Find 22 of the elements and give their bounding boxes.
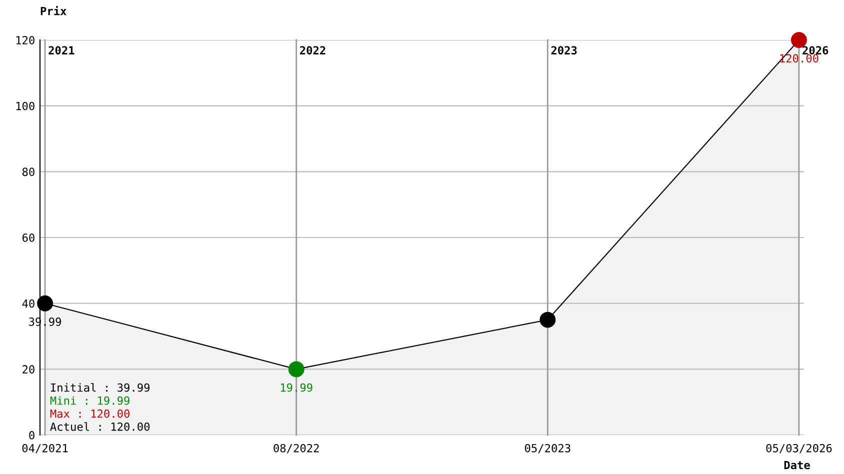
x-axis-title: Date — [784, 460, 810, 470]
annotation: Initial : 39.99 — [51, 383, 150, 392]
ref-line-label: 2023 — [551, 46, 577, 55]
x-tick-label: 05/2023 — [524, 444, 570, 454]
y-tick-label: 20 — [22, 365, 34, 374]
y-tick-label: 0 — [29, 431, 34, 440]
data-label: 19.99 — [280, 383, 312, 392]
ref-line-label: 2026 — [802, 46, 828, 55]
annotation: Mini : 19.99 — [50, 396, 130, 405]
y-tick-label: 80 — [22, 168, 34, 176]
y-tick-label: 40 — [22, 299, 34, 308]
x-tick-label: 05/03/2026 — [766, 444, 832, 454]
x-tick-label: 08/2022 — [274, 444, 319, 454]
y-tick-label: 60 — [22, 234, 34, 242]
y-tick-label: 100 — [16, 102, 34, 110]
ref-line-label: 2022 — [300, 46, 326, 55]
annotation: Actuel : 120.00 — [50, 422, 150, 431]
x-tick-label: 04/2021 — [22, 444, 68, 454]
annotation: Max : 120.00 — [50, 409, 130, 418]
ref-line-label: 2021 — [48, 46, 74, 55]
y-axis-title: Prix — [40, 6, 66, 16]
y-tick-label: 120 — [16, 36, 34, 44]
